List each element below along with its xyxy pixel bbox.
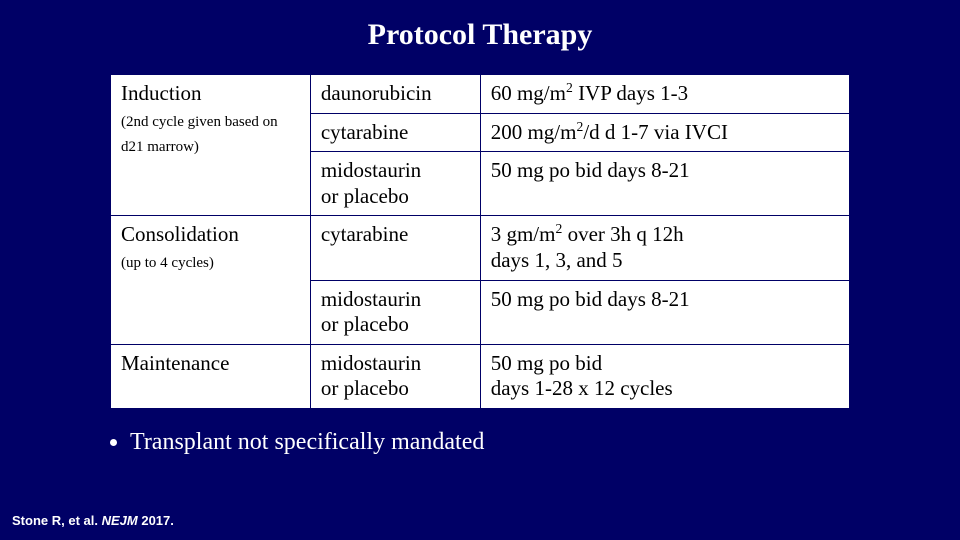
drug-cell: daunorubicin xyxy=(310,75,480,114)
dose-cell: 3 gm/m2 over 3h q 12hdays 1, 3, and 5 xyxy=(480,216,849,280)
table-row: Consolidation (up to 4 cycles) cytarabine3… xyxy=(111,216,850,280)
drug-cell: cytarabine xyxy=(310,216,480,280)
drug-cell: midostaurinor placebo xyxy=(310,280,480,344)
phase-cell: Induction (2nd cycle given based on d21 m… xyxy=(111,75,311,216)
dose-cell: 200 mg/m2/d d 1-7 via IVCI xyxy=(480,113,849,152)
table-row: Induction(2nd cycle given based on d21 m… xyxy=(111,75,850,114)
dose-cell: 50 mg po bid days 8-21 xyxy=(480,152,849,216)
phase-name: Consolidation xyxy=(121,222,239,246)
slide: Protocol Therapy Induction (2nd cycle giv… xyxy=(0,0,960,540)
dose-cell: 50 mg po biddays 1-28 x 12 cycles xyxy=(480,344,849,408)
phase-cell: Consolidation (up to 4 cycles) xyxy=(111,216,311,344)
dose-cell: 50 mg po bid days 8-21 xyxy=(480,280,849,344)
protocol-table: Induction (2nd cycle given based on d21 m… xyxy=(110,74,850,409)
drug-cell: midostaurinor placebo xyxy=(310,152,480,216)
page-title: Protocol Therapy xyxy=(40,18,920,52)
citation: Stone R, et al. NEJM 2017. xyxy=(12,513,174,528)
bullet-list: Transplant not specifically mandated xyxy=(108,429,920,456)
phase-note: (up to 4 cycles) xyxy=(121,255,214,271)
drug-cell: cytarabine xyxy=(310,113,480,152)
bullet-item: Transplant not specifically mandated xyxy=(130,429,920,456)
citation-year: 2017. xyxy=(141,513,174,528)
table-row: Maintenance midostaurinor placebo50 mg po… xyxy=(111,344,850,408)
protocol-table-body: Induction (2nd cycle given based on d21 m… xyxy=(111,75,850,409)
drug-cell: midostaurinor placebo xyxy=(310,344,480,408)
phase-cell: Maintenance xyxy=(111,344,311,408)
citation-journal: NEJM xyxy=(102,513,138,528)
dose-cell: 60 mg/m2 IVP days 1-3 xyxy=(480,75,849,114)
phase-note: (2nd cycle given based on d21 marrow) xyxy=(121,114,278,156)
citation-authors: Stone R, et al. xyxy=(12,513,98,528)
phase-name: Maintenance xyxy=(121,351,229,375)
phase-name: Induction xyxy=(121,81,201,105)
